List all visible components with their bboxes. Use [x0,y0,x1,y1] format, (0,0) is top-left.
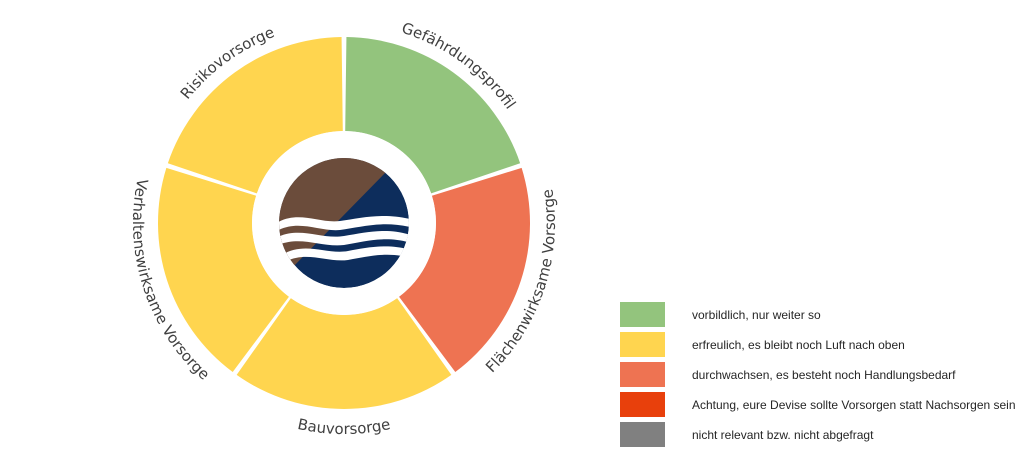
legend-swatch [620,392,665,417]
legend-label: vorbildlich, nur weiter so [692,307,821,322]
label-bauvorsorge: Bauvorsorge [296,415,392,438]
donut-segments [158,37,531,409]
legend-label: Achtung, eure Devise sollte Vorsorgen st… [692,397,1016,412]
legend-label: erfreulich, es bleibt noch Luft nach obe… [692,337,905,352]
segment-bauvorsorge [236,298,452,409]
segment-flaechenwirksame-vorsorge [399,167,531,373]
legend: vorbildlich, nur weiter so erfreulich, es… [620,301,1020,451]
legend-item: vorbildlich, nur weiter so [620,301,1020,328]
legend-swatch [620,302,665,327]
legend-item: erfreulich, es bleibt noch Luft nach obe… [620,331,1020,358]
legend-label: durchwachsen, es besteht noch Handlungsb… [692,367,956,382]
legend-item: nicht relevant bzw. nicht abgefragt [620,421,1020,448]
segment-gefaehrdungsprofil [345,37,521,194]
segment-risikovorsorge [167,37,343,194]
segment-verhaltenswirksame-vorsorge [158,167,289,373]
legend-label: nicht relevant bzw. nicht abgefragt [692,427,874,442]
legend-item: Achtung, eure Devise sollte Vorsorgen st… [620,391,1020,418]
legend-swatch [620,332,665,357]
legend-swatch [620,422,665,447]
legend-swatch [620,362,665,387]
legend-item: durchwachsen, es besteht noch Handlungsb… [620,361,1020,388]
water-land-logo-icon [279,158,409,288]
